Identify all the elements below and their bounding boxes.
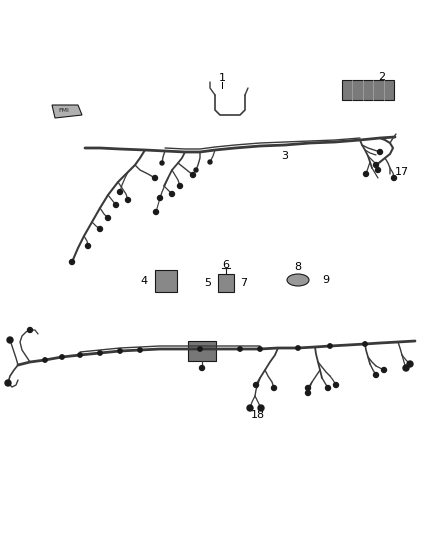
Circle shape	[374, 163, 378, 167]
Text: 9: 9	[322, 275, 329, 285]
Circle shape	[403, 365, 409, 371]
Circle shape	[106, 215, 110, 221]
Circle shape	[5, 380, 11, 386]
Circle shape	[238, 347, 242, 351]
Circle shape	[328, 344, 332, 348]
Circle shape	[381, 367, 386, 373]
Circle shape	[7, 337, 13, 343]
Text: 2: 2	[378, 72, 385, 82]
Circle shape	[113, 203, 119, 207]
Text: FMI: FMI	[59, 109, 70, 114]
Circle shape	[170, 191, 174, 197]
Circle shape	[70, 260, 74, 264]
Circle shape	[98, 227, 102, 231]
Circle shape	[126, 198, 131, 203]
Text: 5: 5	[204, 278, 211, 288]
FancyBboxPatch shape	[188, 341, 216, 361]
Circle shape	[177, 183, 183, 189]
Circle shape	[305, 391, 311, 395]
Text: 17: 17	[395, 167, 409, 177]
FancyBboxPatch shape	[218, 274, 234, 292]
Circle shape	[325, 385, 331, 391]
Circle shape	[305, 385, 311, 391]
FancyBboxPatch shape	[342, 80, 394, 100]
Circle shape	[258, 347, 262, 351]
Circle shape	[407, 361, 413, 367]
Circle shape	[378, 149, 382, 155]
Circle shape	[392, 175, 396, 181]
Text: 3: 3	[282, 151, 289, 161]
Circle shape	[194, 168, 198, 172]
Circle shape	[363, 342, 367, 346]
Circle shape	[158, 196, 162, 200]
Circle shape	[258, 405, 264, 411]
Circle shape	[254, 383, 258, 387]
Circle shape	[117, 190, 123, 195]
Text: 7: 7	[240, 278, 247, 288]
Circle shape	[364, 172, 368, 176]
Ellipse shape	[287, 274, 309, 286]
Circle shape	[138, 348, 142, 352]
Circle shape	[60, 355, 64, 359]
Circle shape	[118, 349, 122, 353]
Circle shape	[85, 244, 91, 248]
Circle shape	[296, 346, 300, 350]
Text: 1: 1	[219, 73, 226, 83]
Circle shape	[247, 405, 253, 411]
Circle shape	[152, 175, 158, 181]
Circle shape	[160, 161, 164, 165]
Circle shape	[375, 167, 381, 173]
Circle shape	[78, 353, 82, 357]
Circle shape	[272, 385, 276, 391]
Polygon shape	[52, 105, 82, 118]
Circle shape	[191, 173, 195, 177]
Circle shape	[28, 327, 32, 333]
Text: 4: 4	[141, 276, 148, 286]
Circle shape	[333, 383, 339, 387]
Text: 6: 6	[223, 260, 230, 270]
Circle shape	[98, 351, 102, 355]
FancyBboxPatch shape	[155, 270, 177, 292]
Circle shape	[208, 160, 212, 164]
Text: 18: 18	[251, 410, 265, 420]
Circle shape	[198, 347, 202, 351]
Text: 8: 8	[294, 262, 301, 272]
Circle shape	[43, 358, 47, 362]
Circle shape	[374, 373, 378, 377]
Circle shape	[199, 366, 205, 370]
Circle shape	[153, 209, 159, 214]
